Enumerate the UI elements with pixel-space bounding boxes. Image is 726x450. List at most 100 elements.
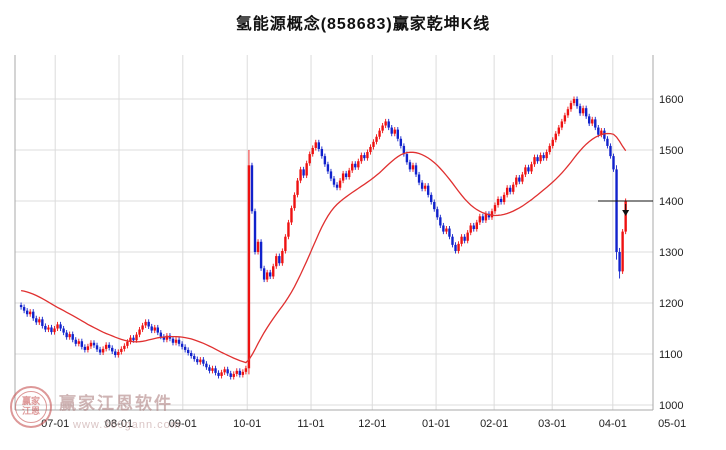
candle-body xyxy=(299,169,302,181)
candle-body xyxy=(326,164,330,172)
candle-body xyxy=(244,368,248,372)
candle-body xyxy=(557,127,561,134)
y-axis-label: 1100 xyxy=(659,349,683,361)
candle-body xyxy=(430,194,433,203)
candle-body xyxy=(436,209,439,218)
candle-body xyxy=(275,256,278,267)
candle-body xyxy=(439,217,442,226)
candle-body xyxy=(22,307,26,311)
candle-body xyxy=(512,184,515,192)
candle-body xyxy=(38,319,41,323)
candle-body xyxy=(296,180,299,195)
candle-body xyxy=(59,324,62,329)
candle-body xyxy=(98,349,102,353)
candle-body xyxy=(141,325,144,330)
candle-body xyxy=(408,162,412,170)
candle-body xyxy=(217,372,220,376)
candle-body xyxy=(560,121,564,128)
candle-body xyxy=(372,141,375,147)
y-axis-label: 1000 xyxy=(659,400,683,412)
candle-body xyxy=(354,163,357,168)
candle-body xyxy=(496,198,500,206)
candle-body xyxy=(357,161,360,168)
candle-body xyxy=(618,252,621,272)
candle-body xyxy=(183,346,187,350)
candle-body xyxy=(174,339,178,343)
candle-body xyxy=(156,327,159,333)
candle-body xyxy=(278,256,281,264)
candle-body xyxy=(223,369,226,373)
candle-body xyxy=(536,157,539,162)
candle-body xyxy=(451,236,454,245)
candle-body xyxy=(83,346,87,350)
candle-body xyxy=(171,338,175,343)
candle-body xyxy=(420,182,424,189)
candle-body xyxy=(28,311,32,315)
candle-body xyxy=(74,339,77,344)
candle-body xyxy=(505,187,509,195)
candle-body xyxy=(551,139,554,146)
down-arrow-icon xyxy=(622,210,630,216)
candle-body xyxy=(569,103,573,110)
y-axis-label: 1300 xyxy=(659,247,683,259)
candle-body xyxy=(202,359,205,364)
candle-body xyxy=(226,369,229,374)
candle-body xyxy=(509,187,512,192)
candle-body xyxy=(487,213,491,218)
candle-body xyxy=(117,351,120,356)
candle-body xyxy=(366,152,369,159)
candle-body xyxy=(284,236,287,251)
candle-body xyxy=(606,138,609,146)
candle-body xyxy=(384,121,387,126)
candle-body xyxy=(132,337,135,341)
candle-body xyxy=(603,130,606,139)
candle-body xyxy=(399,138,403,146)
candle-body xyxy=(463,236,466,241)
candle-body xyxy=(609,145,612,157)
chart-title: 氢能源概念(858683)赢家乾坤K线 xyxy=(235,16,491,33)
candle-body xyxy=(490,211,494,218)
x-axis-label: 03-01 xyxy=(538,418,566,430)
candle-body xyxy=(180,343,184,347)
candle-body xyxy=(56,324,59,329)
candle-body xyxy=(530,164,533,172)
candle-body xyxy=(199,359,202,363)
candle-body xyxy=(269,272,272,277)
candle-body xyxy=(548,145,551,153)
candle-body xyxy=(71,334,74,340)
candle-body xyxy=(533,157,536,165)
candle-body xyxy=(475,222,478,230)
candle-body xyxy=(302,169,305,176)
candle-body xyxy=(347,170,351,178)
candle-body xyxy=(317,142,321,149)
candle-body xyxy=(126,341,129,346)
candle-body xyxy=(515,177,518,185)
candle-body xyxy=(120,348,123,352)
candle-body xyxy=(89,342,93,347)
candle-body xyxy=(293,194,296,209)
candle-body xyxy=(129,337,132,342)
candle-body xyxy=(414,165,418,175)
x-axis-label: 02-01 xyxy=(480,418,508,430)
candle-body xyxy=(542,155,545,159)
x-axis-label: 05-01 xyxy=(658,418,686,430)
candle-body xyxy=(518,177,521,182)
candle-body xyxy=(193,356,196,360)
candle-body xyxy=(80,341,84,347)
candle-body xyxy=(448,228,451,237)
candle-body xyxy=(615,169,618,252)
candle-body xyxy=(390,127,393,134)
y-axis-label: 1200 xyxy=(659,298,683,310)
y-axis-label: 1400 xyxy=(659,196,683,208)
y-axis-label: 1600 xyxy=(659,94,683,106)
candle-body xyxy=(575,99,579,107)
candle-body xyxy=(53,328,56,333)
candle-body xyxy=(196,359,199,363)
candle-body xyxy=(554,133,557,140)
candle-body xyxy=(381,125,384,131)
candle-body xyxy=(472,225,475,230)
candle-body xyxy=(332,178,336,185)
candle-body xyxy=(262,268,266,280)
candle-body xyxy=(104,344,108,349)
